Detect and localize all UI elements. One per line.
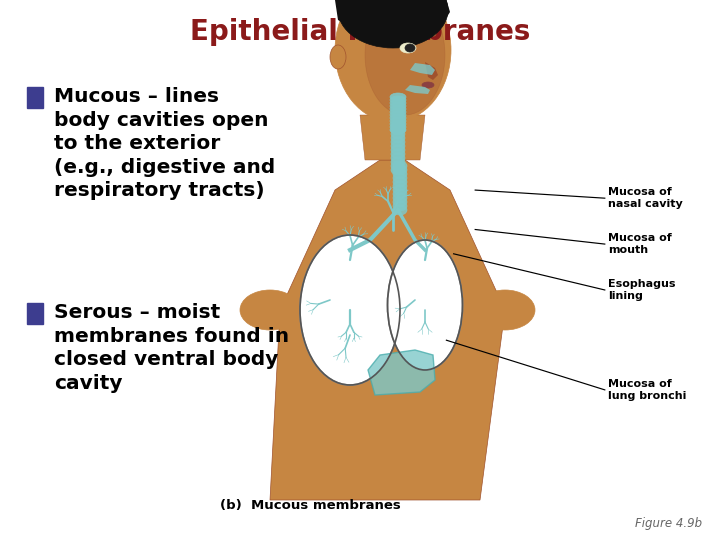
Text: Figure 4.9b: Figure 4.9b — [635, 517, 702, 530]
Ellipse shape — [390, 114, 406, 122]
Text: Esophagus
lining: Esophagus lining — [608, 279, 676, 301]
Ellipse shape — [391, 153, 405, 163]
Text: Mucosa of
lung bronchi: Mucosa of lung bronchi — [608, 379, 687, 401]
Ellipse shape — [475, 290, 535, 330]
Ellipse shape — [393, 205, 407, 215]
Ellipse shape — [390, 99, 406, 107]
Ellipse shape — [390, 93, 406, 101]
Ellipse shape — [390, 120, 406, 128]
Ellipse shape — [390, 126, 406, 134]
Ellipse shape — [405, 44, 415, 52]
Ellipse shape — [393, 161, 407, 171]
Text: (b)  Mucous membranes: (b) Mucous membranes — [220, 500, 400, 512]
Ellipse shape — [390, 102, 406, 110]
Polygon shape — [425, 62, 438, 80]
Ellipse shape — [391, 145, 405, 155]
Ellipse shape — [300, 235, 400, 385]
Ellipse shape — [391, 125, 405, 135]
Ellipse shape — [338, 0, 448, 48]
Ellipse shape — [422, 82, 434, 88]
Ellipse shape — [393, 193, 407, 203]
Ellipse shape — [391, 157, 405, 167]
Bar — [27, 87, 43, 108]
Ellipse shape — [391, 137, 405, 147]
Ellipse shape — [393, 177, 407, 187]
Ellipse shape — [391, 133, 405, 143]
Ellipse shape — [393, 189, 407, 199]
Polygon shape — [335, 0, 450, 37]
Text: Mucosa of
nasal cavity: Mucosa of nasal cavity — [608, 187, 683, 209]
Ellipse shape — [335, 0, 451, 122]
Ellipse shape — [387, 240, 462, 370]
Ellipse shape — [390, 105, 406, 113]
Ellipse shape — [365, 0, 445, 115]
Ellipse shape — [240, 290, 300, 330]
Ellipse shape — [390, 117, 406, 125]
Ellipse shape — [390, 108, 406, 116]
Text: Mucous – lines
body cavities open
to the exterior
(e.g., digestive and
respirato: Mucous – lines body cavities open to the… — [54, 87, 275, 200]
Ellipse shape — [391, 129, 405, 139]
Ellipse shape — [393, 165, 407, 175]
Ellipse shape — [330, 45, 346, 69]
Ellipse shape — [393, 181, 407, 191]
Ellipse shape — [390, 96, 406, 104]
Polygon shape — [405, 85, 430, 94]
Ellipse shape — [390, 111, 406, 119]
Text: Serous – moist
membranes found in
closed ventral body
cavity: Serous – moist membranes found in closed… — [54, 303, 289, 393]
Polygon shape — [410, 63, 435, 75]
Ellipse shape — [393, 173, 407, 183]
Ellipse shape — [391, 121, 405, 131]
Ellipse shape — [391, 149, 405, 159]
Polygon shape — [270, 160, 505, 500]
Ellipse shape — [393, 169, 407, 179]
Polygon shape — [368, 350, 435, 395]
Polygon shape — [360, 115, 425, 160]
Ellipse shape — [393, 185, 407, 195]
Ellipse shape — [391, 141, 405, 151]
Bar — [27, 303, 43, 324]
Text: Mucosa of
mouth: Mucosa of mouth — [608, 233, 672, 255]
Ellipse shape — [393, 197, 407, 207]
Ellipse shape — [390, 123, 406, 131]
Ellipse shape — [391, 165, 405, 175]
Ellipse shape — [391, 161, 405, 171]
Text: Epithelial Membranes: Epithelial Membranes — [190, 18, 530, 46]
Ellipse shape — [400, 43, 416, 53]
Ellipse shape — [393, 201, 407, 211]
